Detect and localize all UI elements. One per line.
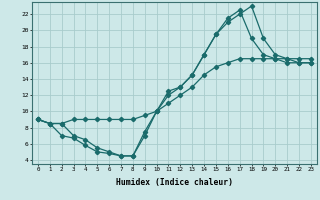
- X-axis label: Humidex (Indice chaleur): Humidex (Indice chaleur): [116, 178, 233, 187]
